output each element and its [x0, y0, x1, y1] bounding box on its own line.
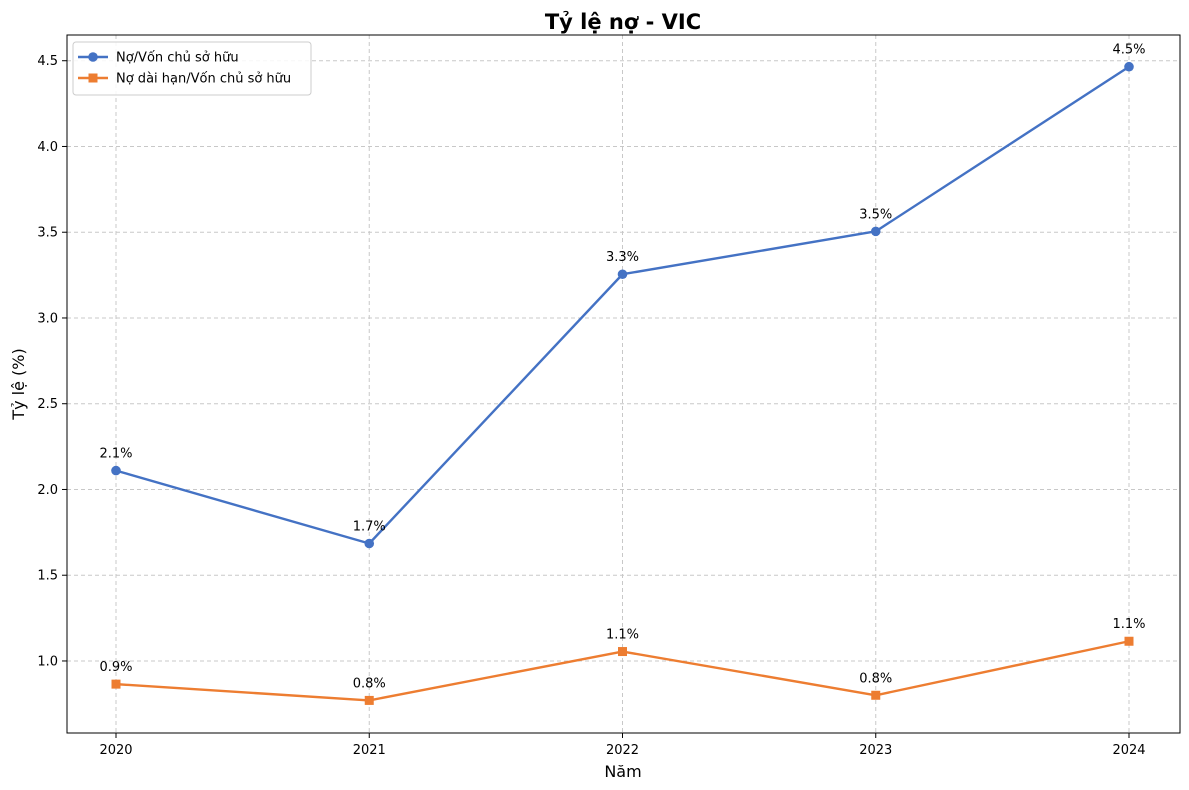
series: 2.1% 1.7% 3.3% 3.5% 4.5% 0.9% 0.8% 1.1% 0.8% 1.1%	[99, 43, 1146, 705]
data-point	[364, 538, 375, 549]
data-point	[1124, 61, 1134, 72]
y-tick-label: 1.5	[37, 569, 58, 584]
data-point	[871, 690, 881, 700]
axis-ticks: 2020 2021 2022 2023 2024 1.0 1.5 2.0 2.5 3.0 3.5 4.…	[37, 54, 1145, 758]
x-tick-label: 2022	[606, 743, 639, 758]
y-tick-label: 1.0	[37, 654, 58, 669]
data-label: 0.9%	[99, 660, 132, 675]
data-label: 0.8%	[353, 676, 386, 691]
legend-label: Nợ dài hạn/Vốn chủ sở hữu	[116, 72, 291, 87]
x-tick-label: 2024	[1112, 743, 1145, 758]
legend-marker	[88, 73, 98, 83]
data-point	[617, 269, 628, 280]
data-point	[111, 465, 121, 476]
data-point	[111, 679, 121, 689]
series-1: 2.1% 1.7% 3.3% 3.5% 4.5%	[99, 43, 1146, 549]
y-tick-label: 4.0	[37, 140, 58, 155]
y-tick-label: 3.0	[37, 311, 58, 326]
chart-title: Tỷ lệ nợ - VIC	[545, 10, 701, 34]
data-point	[870, 226, 881, 237]
y-tick-label: 2.0	[37, 483, 58, 498]
plot-frame	[66, 34, 1181, 734]
legend: Nợ/Vốn chủ sở hữu Nợ dài hạn/Vốn chủ sở h…	[72, 41, 312, 96]
data-point	[618, 647, 627, 657]
y-tick-label: 3.5	[37, 226, 58, 241]
data-label: 0.8%	[859, 671, 892, 686]
x-axis-title: Năm	[604, 762, 641, 781]
series-2: 0.9% 0.8% 1.1% 0.8% 1.1%	[99, 617, 1146, 705]
legend-label: Nợ/Vốn chủ sở hữu	[116, 51, 239, 66]
data-label: 3.5%	[859, 207, 892, 222]
data-label: 1.1%	[606, 628, 639, 643]
legend-item: Nợ/Vốn chủ sở hữu	[78, 51, 239, 66]
x-tick-label: 2023	[859, 743, 892, 758]
data-label: 3.3%	[606, 250, 639, 265]
data-point	[1124, 636, 1134, 646]
data-label: 1.7%	[353, 519, 386, 534]
legend-box	[72, 41, 312, 96]
grid	[67, 35, 1180, 733]
y-tick-label: 2.5	[37, 397, 58, 412]
x-tick-label: 2020	[99, 743, 132, 758]
legend-item: Nợ dài hạn/Vốn chủ sở hữu	[78, 72, 291, 87]
data-label: 2.1%	[99, 447, 132, 462]
y-tick-label: 4.5	[37, 54, 58, 69]
x-tick-label: 2021	[353, 743, 386, 758]
data-label: 1.1%	[1112, 617, 1145, 632]
y-axis-title: Tỷ lệ (%)	[9, 348, 28, 420]
legend-marker	[88, 52, 98, 62]
data-point	[364, 695, 374, 705]
data-label: 4.5%	[1112, 43, 1145, 58]
